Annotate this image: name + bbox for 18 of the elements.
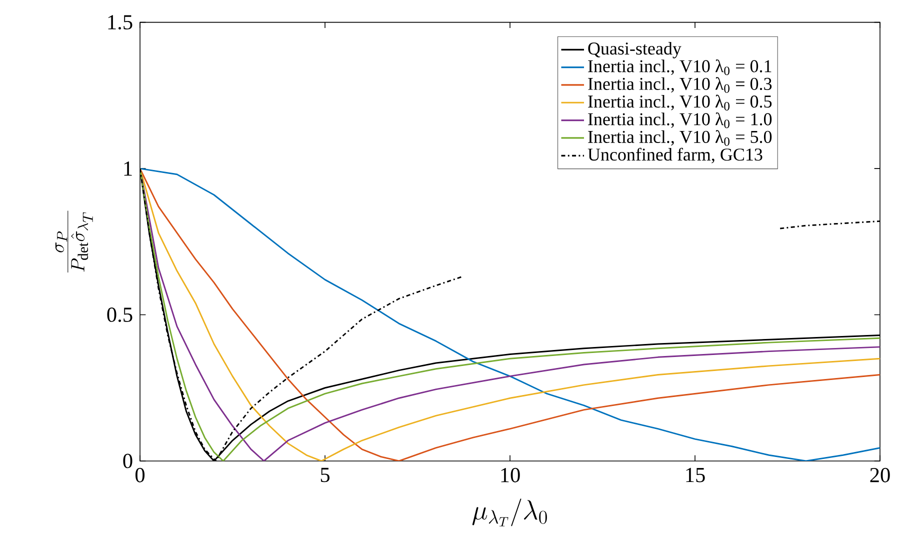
x-tick-label: 5 xyxy=(320,468,330,482)
y-tick-label: 1 xyxy=(124,162,132,176)
x-tick-label: 0 xyxy=(135,468,145,482)
x-tick-label: 20 xyxy=(870,468,890,482)
y-tick-label: 1.5 xyxy=(108,15,132,30)
x-tick-label: 15 xyxy=(686,468,705,482)
legend-label: Unconfined farm, GC13 xyxy=(588,148,762,164)
legend-label: Quasi-steady xyxy=(588,42,682,58)
legend-label: Inertia incl., V10 λ$_{0}$ = 0.5 xyxy=(588,94,772,110)
x-tick-label: 10 xyxy=(501,468,520,482)
y-axis-title: $\frac{\sigma_P}{P_\mathrm{det}\hat{\sigma}_{\lambda_T}}$ xyxy=(55,210,93,273)
y-tick-label: 0.5 xyxy=(107,308,132,322)
y-tick-label: 0 xyxy=(123,454,132,468)
legend-label: Inertia incl., V10 λ$_{0}$ = 0.1 xyxy=(588,59,772,76)
legend-label: Inertia incl., V10 λ$_{0}$ = 1.0 xyxy=(588,112,772,128)
legend-label: Inertia incl., V10 λ$_{0}$ = 5.0 xyxy=(588,130,772,146)
x-axis-title: $\mu_{\lambda_T}/\lambda_0$ xyxy=(472,498,547,526)
legend-label: Inertia incl., V10 λ$_{0}$ = 0.3 xyxy=(588,77,772,93)
